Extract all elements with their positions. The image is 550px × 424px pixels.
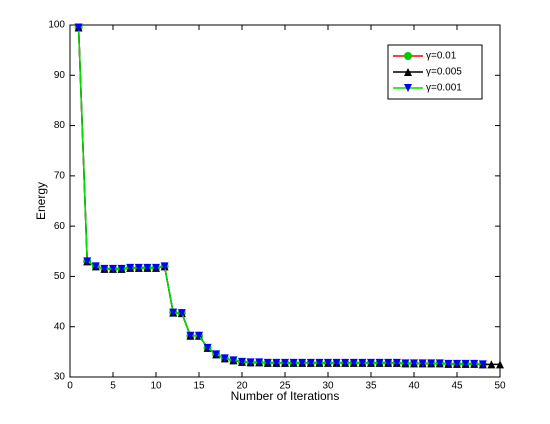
marker bbox=[384, 358, 393, 367]
marker bbox=[324, 358, 332, 367]
marker bbox=[281, 358, 289, 367]
marker bbox=[392, 358, 401, 367]
x-tick-label: 0 bbox=[67, 381, 73, 392]
legend-marker bbox=[404, 68, 412, 76]
marker bbox=[341, 358, 350, 367]
marker bbox=[83, 257, 92, 266]
marker bbox=[375, 358, 384, 367]
marker bbox=[160, 262, 169, 271]
marker bbox=[478, 360, 487, 369]
x-tick-label: 30 bbox=[322, 381, 334, 392]
marker bbox=[306, 358, 315, 367]
y-tick-label: 80 bbox=[54, 120, 66, 131]
marker bbox=[177, 309, 186, 318]
y-tick-label: 100 bbox=[48, 20, 65, 31]
marker bbox=[91, 262, 100, 271]
marker bbox=[246, 358, 255, 367]
marker bbox=[212, 350, 221, 359]
marker bbox=[143, 263, 152, 272]
x-tick-label: 25 bbox=[279, 381, 291, 392]
marker bbox=[358, 358, 367, 367]
legend-label: γ=0.001 bbox=[426, 83, 462, 94]
x-axis-label: Number of Iterations bbox=[231, 389, 340, 403]
marker bbox=[427, 359, 436, 368]
marker bbox=[487, 360, 496, 369]
marker bbox=[203, 343, 212, 352]
x-tick-label: 50 bbox=[494, 381, 506, 392]
marker bbox=[435, 359, 444, 368]
marker bbox=[410, 359, 418, 368]
marker bbox=[229, 356, 238, 365]
legend bbox=[387, 44, 483, 100]
marker bbox=[255, 358, 264, 367]
legend-marker bbox=[404, 84, 412, 92]
y-tick-label: 50 bbox=[54, 271, 66, 282]
marker bbox=[367, 358, 375, 367]
legend-label: γ=0.005 bbox=[426, 67, 462, 78]
marker bbox=[126, 263, 135, 272]
y-tick-label: 40 bbox=[54, 321, 66, 332]
marker bbox=[444, 359, 453, 368]
marker bbox=[418, 359, 427, 368]
marker bbox=[401, 359, 410, 368]
y-tick-label: 30 bbox=[54, 372, 66, 383]
marker bbox=[220, 354, 229, 363]
y-tick-label: 70 bbox=[54, 170, 66, 181]
marker bbox=[117, 264, 126, 273]
marker bbox=[298, 358, 307, 367]
marker bbox=[195, 331, 203, 340]
marker bbox=[470, 359, 479, 368]
marker bbox=[453, 359, 461, 368]
x-tick-label: 5 bbox=[110, 381, 116, 392]
marker bbox=[152, 263, 160, 272]
x-tick-label: 45 bbox=[451, 381, 463, 392]
marker bbox=[272, 358, 281, 367]
y-tick-label: 60 bbox=[54, 221, 66, 232]
marker bbox=[74, 23, 83, 32]
marker bbox=[263, 358, 272, 367]
y-tick-label: 90 bbox=[54, 70, 66, 81]
marker bbox=[238, 357, 246, 366]
x-tick-label: 10 bbox=[150, 381, 162, 392]
marker bbox=[461, 359, 470, 368]
marker bbox=[349, 358, 358, 367]
marker bbox=[496, 360, 504, 369]
x-tick-label: 20 bbox=[236, 381, 248, 392]
x-tick-label: 15 bbox=[193, 381, 205, 392]
marker bbox=[332, 358, 341, 367]
marker bbox=[109, 264, 117, 273]
legend-label: γ=0.01 bbox=[426, 51, 457, 62]
marker bbox=[134, 263, 143, 272]
marker bbox=[100, 264, 109, 273]
marker bbox=[186, 331, 195, 340]
legend-marker bbox=[404, 52, 412, 60]
x-tick-label: 35 bbox=[365, 381, 377, 392]
y-axis-label: Energy bbox=[34, 182, 48, 220]
x-tick-label: 40 bbox=[408, 381, 420, 392]
marker bbox=[169, 308, 178, 317]
marker bbox=[289, 358, 298, 367]
marker bbox=[315, 358, 324, 367]
